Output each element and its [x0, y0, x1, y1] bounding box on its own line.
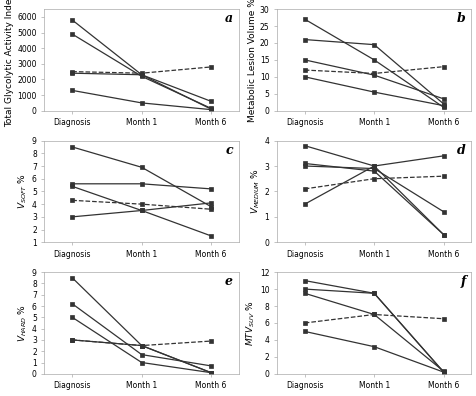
- Text: a: a: [225, 12, 233, 25]
- Y-axis label: $MTV_{SUV}$ %: $MTV_{SUV}$ %: [244, 300, 257, 346]
- Y-axis label: Total Glycolytic Activity Index: Total Glycolytic Activity Index: [6, 0, 15, 127]
- Text: b: b: [456, 12, 465, 25]
- Y-axis label: $V_{HARD}$ %: $V_{HARD}$ %: [17, 304, 29, 342]
- Y-axis label: Metabolic Lesion Volume %: Metabolic Lesion Volume %: [248, 0, 256, 122]
- Text: d: d: [456, 144, 465, 157]
- Text: e: e: [225, 275, 233, 288]
- Y-axis label: $V_{SOFT}$ %: $V_{SOFT}$ %: [17, 173, 29, 209]
- Text: f: f: [459, 275, 465, 288]
- Y-axis label: $V_{MEDIUM}$ %: $V_{MEDIUM}$ %: [248, 169, 261, 214]
- Text: c: c: [225, 144, 233, 157]
